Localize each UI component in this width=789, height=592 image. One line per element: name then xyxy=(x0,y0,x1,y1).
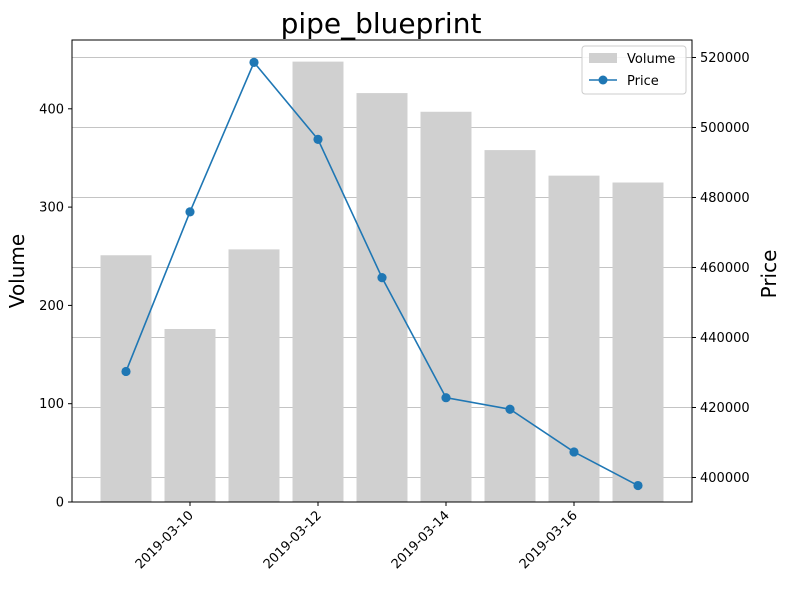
x-axis-tick-label: 2019-03-14 xyxy=(389,508,453,572)
volume-bar xyxy=(164,328,216,502)
volume-bar xyxy=(228,249,280,502)
right-axis-tick-label: 440000 xyxy=(700,331,750,346)
price-point xyxy=(569,447,579,457)
x-axis-tick-label: 2019-03-12 xyxy=(261,508,325,572)
right-axis: 400000 420000 440000 460000 480000 500000 5200… xyxy=(692,51,750,486)
left-axis-tick-label: 400 xyxy=(39,102,64,117)
left-axis-tick-label: 200 xyxy=(39,299,64,314)
left-axis-tick-label: 100 xyxy=(39,397,64,412)
volume-bar xyxy=(484,150,536,502)
volume-bar xyxy=(100,255,152,502)
left-axis-tick-label: 300 xyxy=(39,201,64,216)
right-axis-tick-label: 400000 xyxy=(700,471,750,486)
legend-label-volume: Volume xyxy=(627,52,675,67)
volume-bar xyxy=(356,93,408,503)
x-axis-tick-label: 2019-03-10 xyxy=(133,508,197,572)
chart-title: pipe_blueprint xyxy=(281,7,482,40)
price-point xyxy=(441,393,451,403)
left-axis: 0 100 200 300 400 xyxy=(39,102,72,511)
legend-marker-price xyxy=(598,75,608,85)
volume-bars xyxy=(100,61,664,503)
price-point xyxy=(633,480,643,491)
price-point xyxy=(121,366,131,377)
right-axis-tick-label: 500000 xyxy=(700,121,750,136)
price-point xyxy=(185,207,195,217)
price-point xyxy=(249,57,259,67)
legend-swatch-volume xyxy=(589,53,617,63)
legend: Volume Price xyxy=(581,45,687,95)
x-axis-tick-label: 2019-03-16 xyxy=(517,508,581,572)
x-axis: 2019-03-10 2019-03-12 2019-03-14 2019-03-16 xyxy=(133,502,581,572)
right-axis-tick-label: 520000 xyxy=(700,51,750,66)
price-point xyxy=(377,273,387,283)
legend-label-price: Price xyxy=(627,74,659,89)
volume-bar xyxy=(612,182,664,502)
left-axis-title: Volume xyxy=(5,234,29,308)
left-axis-tick-label: 0 xyxy=(56,496,64,511)
plot-frame xyxy=(71,39,693,503)
right-axis-tick-label: 460000 xyxy=(700,261,750,276)
price-line xyxy=(121,57,643,491)
price-point xyxy=(505,404,515,414)
right-axis-tick-label: 480000 xyxy=(700,191,750,206)
right-axis-tick-label: 420000 xyxy=(700,401,750,416)
volume-bar xyxy=(292,61,344,503)
volume-bar xyxy=(420,111,472,502)
price-point xyxy=(313,134,323,144)
right-axis-title: Price xyxy=(757,250,781,299)
